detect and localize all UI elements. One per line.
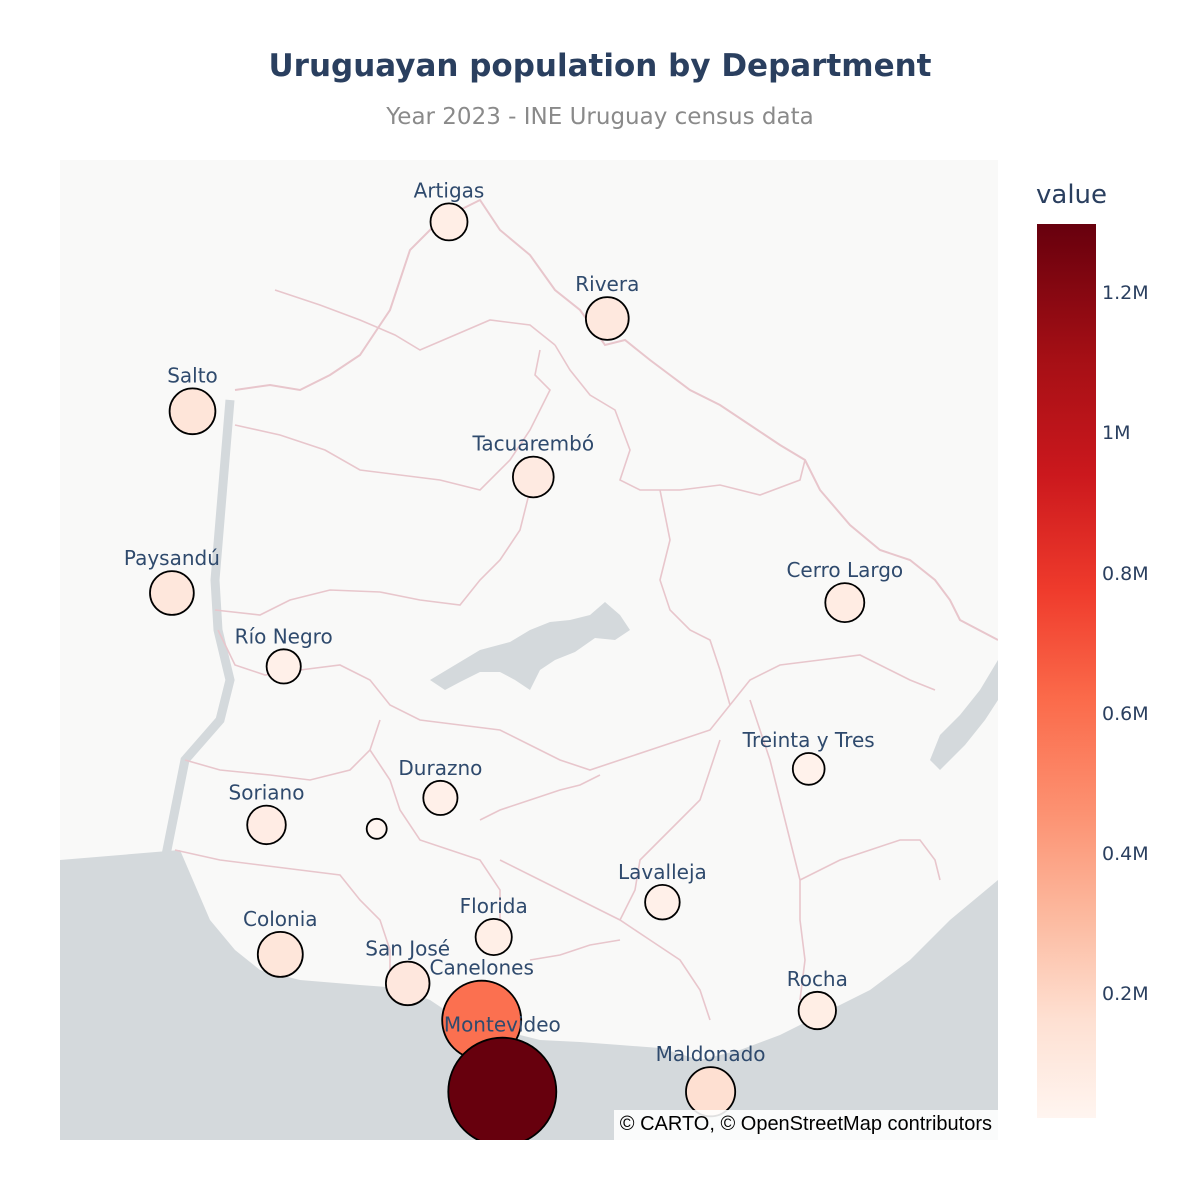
- department-labels: Artigas Rivera Salto Tacuarembó Paysandú Cerr…: [124, 178, 903, 1066]
- label-florida: Florida: [460, 894, 528, 918]
- marker-lavalleja[interactable]: [644, 884, 681, 921]
- colorbar-tick-label: 0.4M: [1102, 843, 1149, 866]
- label-montevideo: Montevideo: [444, 1013, 561, 1037]
- department-markers[interactable]: [149, 202, 866, 1140]
- uruguay-river: [160, 399, 235, 922]
- chart-subtitle: Year 2023 - INE Uruguay census data: [386, 104, 814, 130]
- marker-tacuarembo[interactable]: [511, 455, 555, 499]
- label-cerro-largo: Cerro Largo: [786, 558, 903, 582]
- colorbar-tick-label: 1.2M: [1102, 282, 1149, 305]
- label-paysandu: Paysandú: [124, 546, 220, 570]
- chart-title: Uruguayan population by Department: [268, 48, 932, 84]
- marker-colonia[interactable]: [256, 931, 304, 978]
- marker-soriano[interactable]: [246, 804, 287, 846]
- marker-artigas[interactable]: [429, 202, 469, 242]
- map-area[interactable]: Artigas Rivera Salto Tacuarembó Paysandú Cerr…: [60, 160, 998, 1140]
- colorbar-tick-label: 1M: [1102, 422, 1131, 445]
- colorbar: [1037, 224, 1096, 1118]
- marker-rivera[interactable]: [584, 296, 630, 341]
- marker-durazno[interactable]: [422, 779, 459, 816]
- label-colonia: Colonia: [243, 907, 317, 931]
- label-san-jose: San José: [365, 937, 450, 961]
- label-tacuarembo: Tacuarembó: [472, 432, 595, 456]
- marker-maldonado[interactable]: [685, 1066, 737, 1118]
- label-rocha: Rocha: [787, 967, 848, 991]
- marker-cerro-largo[interactable]: [824, 582, 866, 624]
- label-canelones: Canelones: [429, 956, 533, 980]
- colorbar-tick-label: 0.8M: [1102, 562, 1149, 585]
- marker-treinta-y-tres[interactable]: [791, 752, 826, 786]
- label-treinta-y-tres: Treinta y Tres: [742, 728, 875, 752]
- river-plate-water: [60, 850, 998, 1140]
- label-soriano: Soriano: [229, 781, 305, 805]
- map-canvas[interactable]: Artigas Rivera Salto Tacuarembó Paysandú Cerr…: [60, 160, 998, 1140]
- marker-florida[interactable]: [474, 918, 513, 957]
- label-lavalleja: Lavalleja: [618, 860, 707, 884]
- merin-lagoon: [930, 660, 998, 770]
- label-maldonado: Maldonado: [656, 1042, 766, 1066]
- label-artigas: Artigas: [414, 178, 485, 202]
- label-durazno: Durazno: [398, 756, 482, 780]
- marker-rocha[interactable]: [797, 990, 837, 1031]
- marker-paysandu[interactable]: [149, 570, 195, 616]
- map-attribution[interactable]: © CARTO, © OpenStreetMap contributors: [613, 1110, 998, 1140]
- marker-rio-negro[interactable]: [265, 648, 302, 685]
- national-border: [234, 198, 998, 641]
- colorbar-tick-label: 0.2M: [1102, 983, 1149, 1006]
- marker-san-jose[interactable]: [385, 960, 431, 1007]
- marker-unlabeled-10[interactable]: [365, 817, 388, 840]
- rio-negro-reservoir: [430, 602, 630, 690]
- label-rivera: Rivera: [575, 272, 639, 296]
- label-salto: Salto: [167, 363, 218, 387]
- colorbar-title: value: [1036, 180, 1108, 210]
- colorbar-tick-label: 0.6M: [1102, 702, 1149, 725]
- label-rio-negro: Río Negro: [235, 624, 333, 648]
- marker-salto[interactable]: [168, 387, 217, 436]
- department-boundaries: [174, 289, 941, 1021]
- marker-montevideo[interactable]: [447, 1036, 558, 1140]
